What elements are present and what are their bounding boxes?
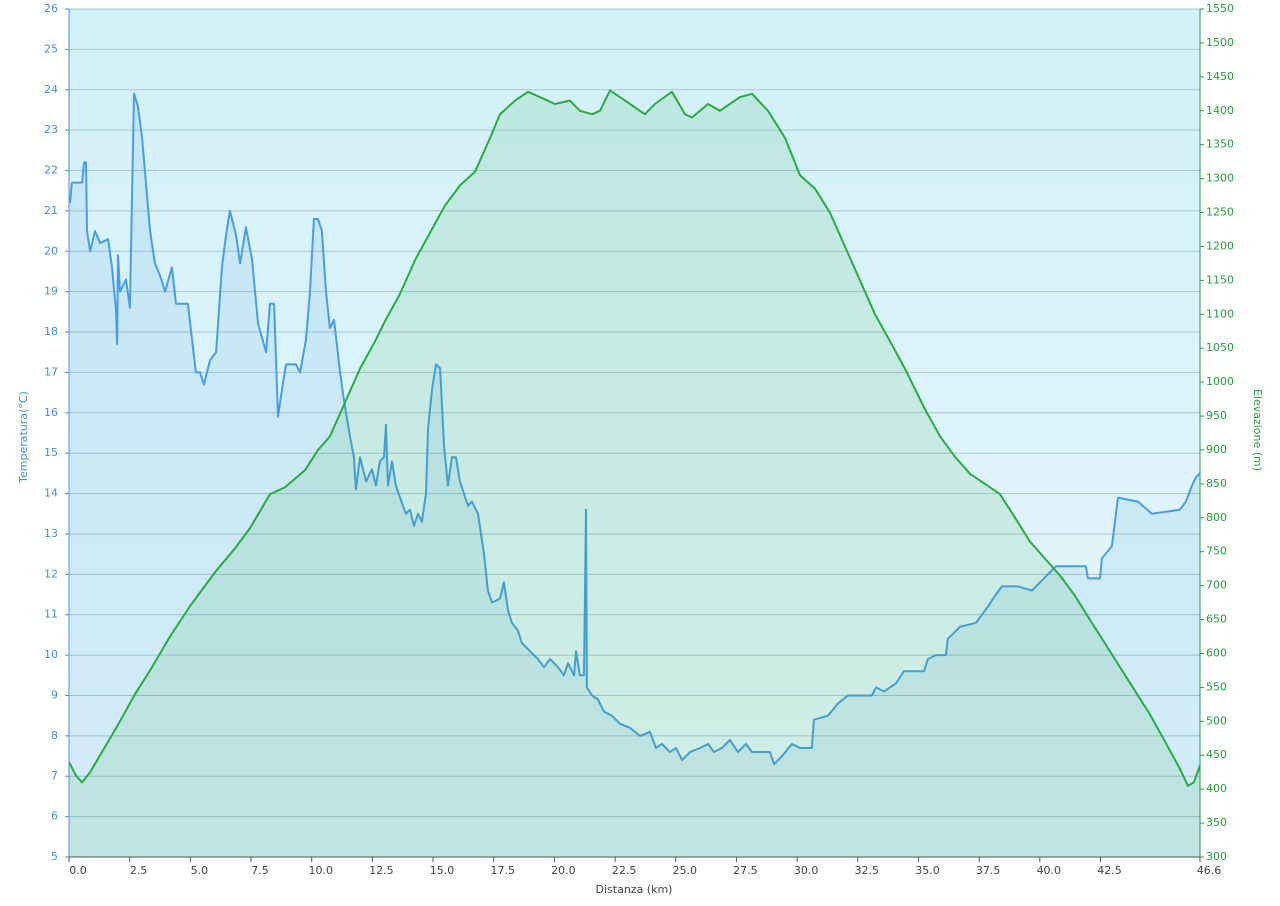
y-tick-label: 26 — [44, 2, 58, 15]
y2-tick-label: 1450 — [1206, 70, 1234, 83]
y2-tick-label: 1100 — [1206, 307, 1234, 320]
x-tick-label: 22.5 — [612, 864, 637, 877]
line — [68, 89, 1201, 787]
y-tick-label: 13 — [44, 527, 58, 540]
x-tick-label: 30.0 — [794, 864, 819, 877]
area — [70, 93, 1200, 858]
y2-tick-label: 800 — [1206, 511, 1227, 524]
y-tick-label: 14 — [44, 487, 58, 500]
x-tick-label: 40.0 — [1037, 864, 1062, 877]
y2-tick-label: 1350 — [1206, 138, 1234, 151]
y-tick-label: 16 — [44, 406, 58, 419]
y-tick-label: 5 — [51, 850, 58, 863]
y2-tick-label: 350 — [1206, 816, 1227, 829]
y-tick-label: 8 — [51, 729, 58, 742]
x-tick-label: 15.0 — [430, 864, 455, 877]
x-tick-label: 20.0 — [551, 864, 576, 877]
y2-tick-label: 1050 — [1206, 341, 1234, 354]
area — [69, 90, 1200, 857]
y2-tick-label: 1550 — [1206, 2, 1234, 15]
y2-tick-label: 600 — [1206, 646, 1227, 659]
y2-tick-label: 750 — [1206, 545, 1227, 558]
y-tick-label: 20 — [44, 244, 58, 257]
y-tick-label: 23 — [44, 123, 58, 136]
y-tick-label: 11 — [44, 608, 58, 621]
y2-tick-label: 500 — [1206, 714, 1227, 727]
x-tick-label: 2.5 — [130, 864, 148, 877]
y-tick-label: 21 — [44, 204, 58, 217]
y-tick-label: 19 — [44, 285, 58, 298]
x-tick-label: 5.0 — [191, 864, 209, 877]
y-tick-label: 10 — [44, 648, 58, 661]
y2-tick-label: 1500 — [1206, 36, 1234, 49]
y-tick-label: 12 — [44, 567, 58, 580]
x-tick-label: 27.5 — [733, 864, 758, 877]
y2-tick-label: 900 — [1206, 443, 1227, 456]
line — [69, 92, 1201, 766]
plot-area — [69, 9, 1200, 857]
y2-tick-label: 1200 — [1206, 239, 1234, 252]
y2-tick-label: 300 — [1206, 850, 1227, 863]
y2-tick-label: 650 — [1206, 613, 1227, 626]
y-tick-label: 25 — [44, 42, 58, 55]
y2-tick-label: 950 — [1206, 409, 1227, 422]
y2-tick-label: 850 — [1206, 477, 1227, 490]
y2-tick-label: 1150 — [1206, 273, 1234, 286]
x-tick-label: 42.5 — [1097, 864, 1122, 877]
y-tick-label: 9 — [51, 688, 58, 701]
x-tick-label: 10.0 — [308, 864, 333, 877]
y-tick-label: 6 — [51, 810, 58, 823]
y2-tick-label: 1000 — [1206, 375, 1234, 388]
x-tick-label: 0.0 — [69, 864, 87, 877]
y-tick-label: 7 — [51, 769, 58, 782]
y2-tick-label: 1250 — [1206, 206, 1234, 219]
y2-tick-label: 400 — [1206, 782, 1227, 795]
y-tick-label: 17 — [44, 365, 58, 378]
x-tick-label: 35.0 — [915, 864, 940, 877]
y2-tick-label: 450 — [1206, 748, 1227, 761]
x-tick-label: 32.5 — [855, 864, 880, 877]
y2-tick-label: 550 — [1206, 680, 1227, 693]
y-axis-title: Temperatura(°C) — [17, 391, 30, 484]
x-tick-label: 37.5 — [976, 864, 1001, 877]
x-tick-label: 12.5 — [369, 864, 394, 877]
x-tick-label: 17.5 — [490, 864, 515, 877]
y-tick-label: 24 — [44, 83, 58, 96]
y-tick-label: 18 — [44, 325, 58, 338]
y2-tick-label: 1400 — [1206, 104, 1234, 117]
x-axis-title: Distanza (km) — [596, 883, 673, 896]
y-tick-label: 22 — [44, 164, 58, 177]
x-tick-label: 46.6 — [1197, 864, 1222, 877]
y2-tick-label: 1300 — [1206, 172, 1234, 185]
y2-axis-title: Elevazione (m) — [1251, 389, 1264, 471]
x-tick-label: 7.5 — [251, 864, 269, 877]
x-tick-label: 25.0 — [673, 864, 698, 877]
y2-tick-label: 700 — [1206, 579, 1227, 592]
y-tick-label: 15 — [44, 446, 58, 459]
